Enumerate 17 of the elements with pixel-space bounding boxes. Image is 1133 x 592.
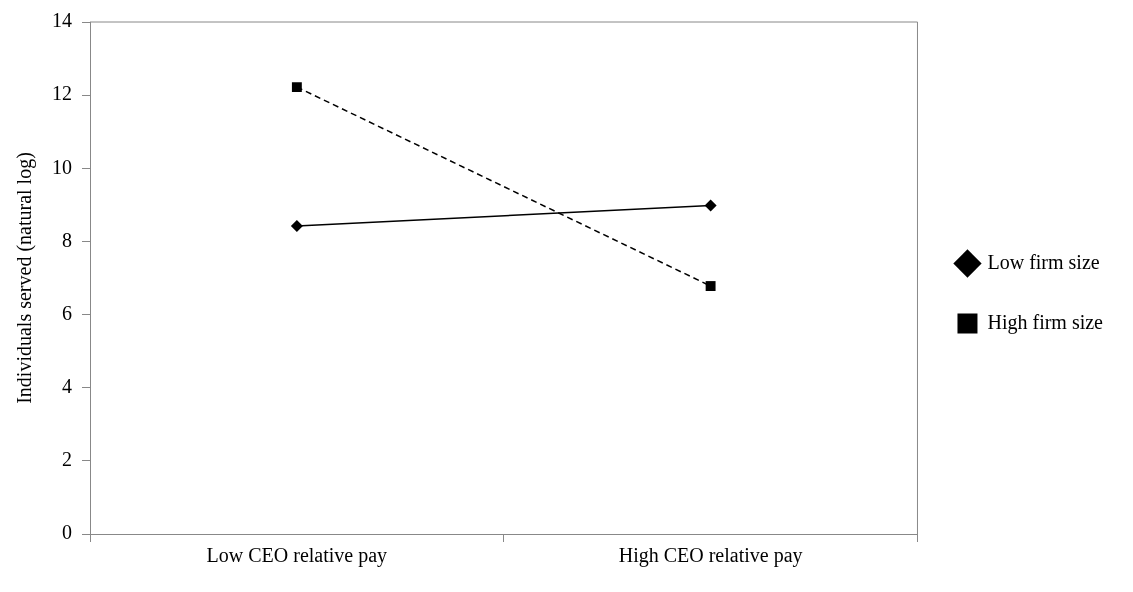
y-tick-label: 8	[62, 228, 72, 251]
y-tick-label: 2	[62, 448, 72, 471]
legend-label: High firm size	[987, 310, 1104, 334]
legend-label: Low firm size	[987, 250, 1100, 273]
x-tick-label: High CEO relative pay	[618, 544, 803, 568]
y-tick-label: 14	[52, 9, 72, 32]
y-tick-label: 4	[62, 374, 72, 397]
y-tick-label: 10	[52, 155, 72, 178]
y-tick-label: 0	[62, 521, 72, 544]
point	[705, 281, 716, 291]
point	[291, 82, 302, 93]
point	[704, 199, 717, 212]
point	[290, 220, 303, 233]
y-tick-label: 12	[52, 82, 72, 105]
y-axis-title: Individuals served (natural log)	[13, 152, 37, 404]
y-tick-label: 6	[62, 301, 72, 324]
x-tick-label: Low CEO relative pay	[206, 544, 388, 568]
